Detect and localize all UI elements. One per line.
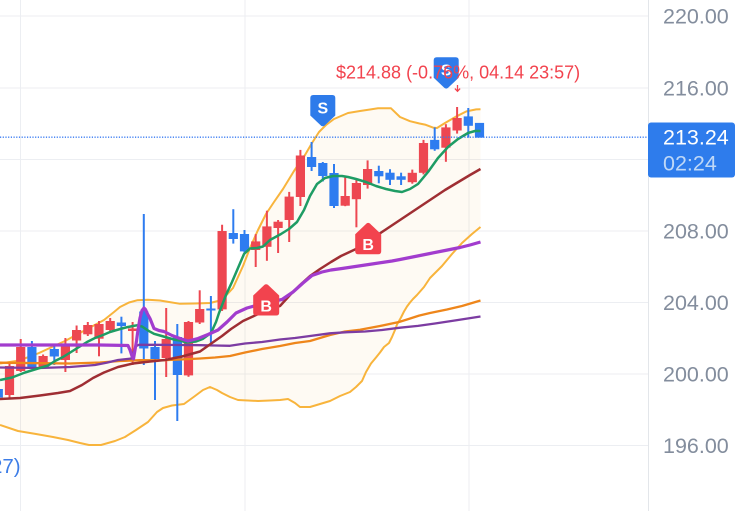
- svg-text:S: S: [317, 100, 328, 117]
- svg-text:213.24: 213.24: [663, 126, 729, 150]
- svg-text:220.00: 220.00: [663, 4, 729, 28]
- svg-text:204.00: 204.00: [663, 291, 729, 315]
- svg-text:B: B: [362, 237, 374, 254]
- svg-text:B: B: [260, 299, 272, 316]
- svg-text:208.00: 208.00: [663, 219, 729, 243]
- svg-text:200.00: 200.00: [663, 362, 729, 386]
- svg-text:216.00: 216.00: [663, 76, 729, 100]
- svg-text:02:24: 02:24: [663, 152, 717, 176]
- svg-text:196.00: 196.00: [663, 434, 729, 458]
- svg-text:$214.88 (-0.76%, 04.14 23:57): $214.88 (-0.76%, 04.14 23:57): [336, 62, 580, 82]
- svg-text:S: S: [441, 63, 452, 80]
- svg-text:27): 27): [0, 455, 21, 478]
